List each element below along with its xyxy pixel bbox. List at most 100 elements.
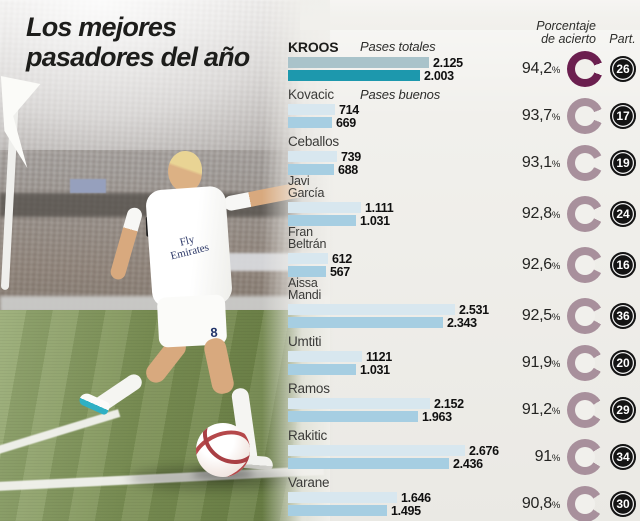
bar-value: 1121	[366, 349, 392, 364]
bar-value: 2.152	[434, 396, 464, 411]
matches-badge: 34	[610, 444, 636, 470]
accuracy-ring	[567, 247, 603, 283]
percent-sign: %	[551, 261, 560, 272]
player-row: Javi García 1.111 1.031 92,8% 24	[288, 174, 636, 232]
title-line-1: Los mejores	[26, 12, 177, 42]
player-name: Ramos	[288, 381, 330, 396]
player-row: Ceballos 739 688 93,1% 19	[288, 134, 636, 181]
bar-good	[288, 266, 326, 277]
column-header-part: Part.	[609, 32, 636, 46]
bar-line: 2.343	[288, 315, 501, 330]
top-fade	[300, 0, 640, 30]
player-name: Rakitic	[288, 428, 328, 443]
page-title: Los mejores pasadores del año	[26, 12, 250, 72]
player-name-line: Javi García	[288, 174, 501, 200]
accuracy-ring	[567, 98, 603, 134]
bar-value: 669	[336, 115, 356, 130]
player-name-line: Kovacic Pases buenos	[288, 88, 501, 102]
percent-sign: %	[551, 359, 560, 370]
accuracy-pct: 93,1%	[522, 154, 560, 172]
bar-total	[288, 398, 430, 409]
bar-line: 2.531	[288, 303, 501, 317]
bar-value: 2.003	[424, 68, 454, 83]
accuracy-value: 90,8	[521, 495, 552, 512]
accuracy-ring	[567, 439, 603, 475]
accuracy-pct: 90,8%	[522, 495, 560, 513]
bar-line: 2.436	[288, 457, 501, 471]
bar-good	[288, 317, 443, 328]
player-name: Javi García	[288, 174, 325, 200]
bar-total	[288, 351, 362, 362]
accuracy-ring	[567, 298, 603, 334]
bar-line: 2.125	[288, 56, 501, 70]
accuracy-ring	[567, 392, 603, 428]
bar-line: 612	[288, 251, 501, 266]
player-name: Ceballos	[288, 134, 339, 149]
bar-line: 1.031	[288, 214, 501, 228]
accuracy-value: 91,9	[521, 354, 552, 371]
player-name: KROOS	[288, 39, 339, 55]
player-rows: KROOS Pases totales 2.125 2.003 94,2% 26 Kovac…	[288, 40, 636, 521]
accuracy-value: 94,2	[521, 60, 552, 77]
accuracy-pct: 92,6%	[522, 256, 560, 274]
bar-line: 1121	[288, 349, 501, 364]
bar-line: 1.963	[288, 410, 501, 424]
accuracy-pct: 91,9%	[522, 354, 560, 372]
bar-value: 739	[341, 149, 361, 164]
title-line-2: pasadores del año	[26, 42, 250, 72]
player-stats: 91,9% 20	[522, 345, 636, 381]
player-name-line: Ramos	[288, 382, 501, 396]
matches-badge: 30	[610, 491, 636, 517]
player-name-line: Umtiti	[288, 335, 501, 349]
player-stats: 92,5% 36	[522, 298, 636, 334]
bar-value: 1.031	[360, 362, 390, 377]
player-name-line: Fran Beltrán	[288, 226, 501, 251]
percent-sign: %	[551, 210, 560, 221]
accuracy-value: 93,7	[521, 107, 552, 124]
player-row: Aissa Mandi 2.531 2.343 92,5% 36	[288, 277, 636, 334]
player-bars: Umtiti 1121 1.031	[288, 335, 501, 377]
player-row: Fran Beltrán 612 567 92,6% 16	[288, 226, 636, 283]
accuracy-pct: 91,2%	[522, 401, 560, 419]
bar-good	[288, 117, 332, 128]
player-bars: Javi García 1.111 1.031	[288, 174, 501, 228]
bar-line: 567	[288, 265, 501, 279]
accuracy-value: 91,2	[521, 401, 552, 418]
accuracy-value: 93,1	[521, 154, 552, 171]
bar-line: 669	[288, 115, 501, 130]
player-name-line: KROOS Pases totales	[288, 40, 501, 55]
bar-total	[288, 253, 328, 264]
matches-badge: 24	[610, 201, 636, 227]
accuracy-value: 92,8	[521, 205, 552, 222]
bar-value: 1.646	[401, 490, 431, 505]
accuracy-pct: 92,5%	[522, 307, 560, 325]
matches-badge: 16	[610, 252, 636, 278]
bar-total	[288, 445, 465, 456]
accuracy-value: 91	[534, 448, 553, 465]
percent-sign: %	[551, 500, 560, 511]
column-header-accuracy: Porcentaje de acierto	[536, 19, 596, 46]
bar-good	[288, 411, 418, 422]
bar-total	[288, 104, 335, 115]
bar-line: 688	[288, 163, 501, 177]
bar-line: 739	[288, 149, 501, 164]
player-bars: KROOS Pases totales 2.125 2.003	[288, 40, 501, 83]
percent-sign: %	[551, 406, 560, 417]
bar-value: 612	[332, 251, 352, 266]
accuracy-value: 92,5	[521, 307, 552, 324]
accuracy-ring	[567, 196, 603, 232]
percent-sign: %	[551, 112, 560, 123]
bar-good	[288, 458, 449, 469]
player-bars: Aissa Mandi 2.531 2.343	[288, 277, 501, 330]
accuracy-pct: 92,8%	[522, 205, 560, 223]
bar-line: 2.152	[288, 396, 501, 411]
percent-sign: %	[551, 159, 560, 170]
bar-value: 2.343	[447, 315, 477, 330]
bar-value: 1.111	[365, 200, 394, 215]
player-name: Varane	[288, 475, 330, 490]
accuracy-ring	[567, 345, 603, 381]
accuracy-value: 92,6	[521, 256, 552, 273]
percent-sign: %	[551, 312, 560, 323]
player-row: Varane 1.646 1.495 90,8% 30	[288, 475, 636, 521]
